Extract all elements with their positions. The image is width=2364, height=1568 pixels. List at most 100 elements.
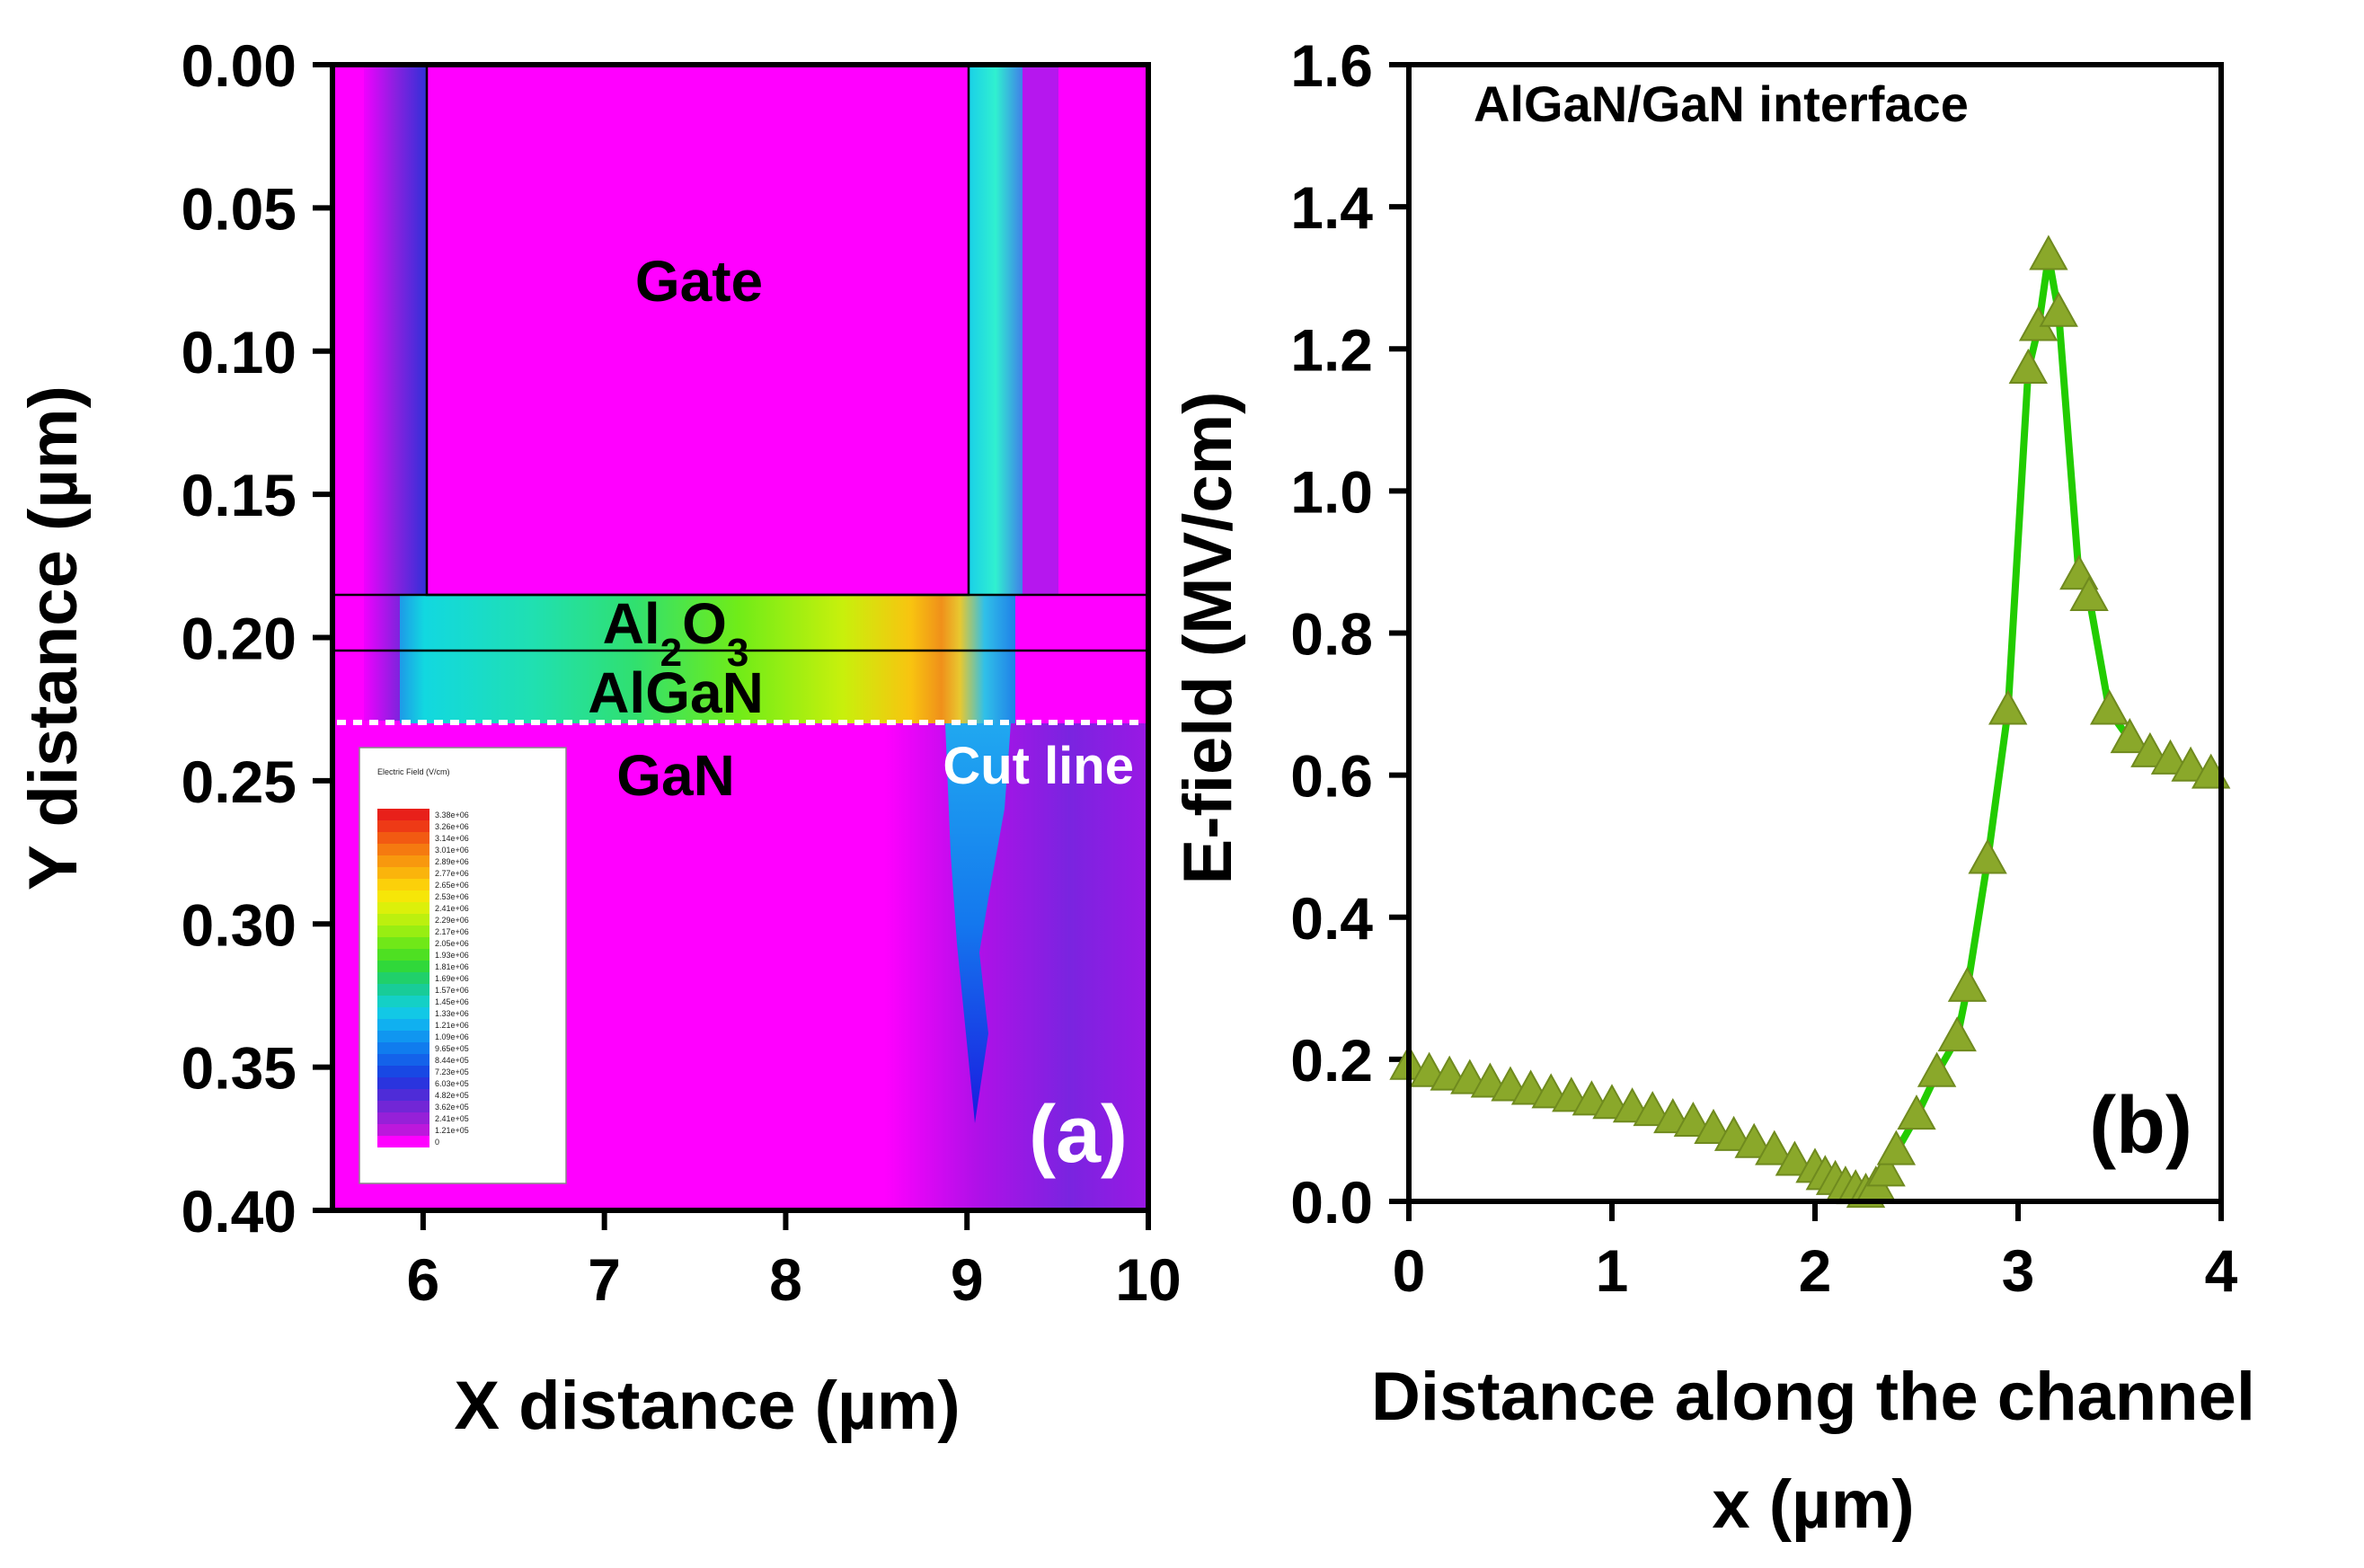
legend-level-label: 3.01e+06 — [435, 846, 469, 855]
legend-swatches: 3.38e+06 3.26e+06 3.14e+06 3.01e+06 2.89e+06… — [377, 809, 469, 1147]
legend-swatch — [377, 1031, 429, 1042]
panel-b-ytick-label: 0.8 — [1290, 601, 1373, 668]
data-point-marker — [2008, 348, 2048, 384]
panel-b-ticks: 0 1 2 3 4 0.0 0.2 0.4 0.6 0.8 1.0 1.2 1.4 1.6 — [1290, 32, 2237, 1304]
panel-a-xlabel: X distance (µm) — [454, 1368, 960, 1444]
colorbar-legend: Electric Field (V/cm) 3.38e+063.26e+063.… — [359, 747, 567, 1184]
panel-b-ytick-label: 1.6 — [1290, 32, 1373, 99]
legend-level-label: 4.82e+05 — [435, 1091, 469, 1100]
panel-b-frame — [1406, 62, 2224, 1204]
panel-a-xtick-label: 7 — [588, 1246, 621, 1313]
legend-swatch — [377, 809, 429, 820]
data-point-marker — [2130, 731, 2170, 767]
legend-level-label: 1.93e+06 — [435, 951, 469, 960]
data-point-marker — [2029, 235, 2068, 270]
drain-edge-band — [969, 65, 1023, 595]
legend-swatch — [377, 1054, 429, 1066]
panel-a-ylabel: Y distance (µm) — [15, 385, 92, 890]
data-point-marker — [1866, 1151, 1906, 1187]
legend-level-label: 1.45e+06 — [435, 997, 469, 1006]
data-point-marker — [1673, 1101, 1713, 1138]
legend-level-label: 0 — [435, 1138, 439, 1147]
legend-swatch — [377, 1019, 429, 1031]
legend-swatch — [377, 902, 429, 914]
panel-a-ytick-label: 0.40 — [182, 1178, 297, 1245]
panel-a-ytick-label: 0.35 — [182, 1035, 297, 1102]
legend-swatch — [377, 820, 429, 832]
data-point-marker — [1694, 1108, 1733, 1144]
legend-level-label: 3.26e+06 — [435, 822, 469, 831]
panel-a-ytick-label: 0.00 — [182, 32, 297, 99]
legend-level-label: 1.33e+06 — [435, 1009, 469, 1018]
panel-b-label: (b) — [2089, 1081, 2192, 1171]
legend-level-label: 3.14e+06 — [435, 834, 469, 843]
panel-a-ytick-label: 0.20 — [182, 606, 297, 672]
legend-swatch — [377, 972, 429, 984]
panel-b-xtick-label: 4 — [2205, 1237, 2238, 1304]
cut-line-label: Cut line — [943, 737, 1134, 795]
panel-a-field-map: Gate Al2O3 AlGaN GaN Cut line (a) Electr… — [15, 32, 1182, 1444]
data-point-marker — [2039, 291, 2078, 327]
gate-label: Gate — [635, 249, 763, 314]
data-point-marker — [1937, 1016, 1977, 1052]
field-plume — [945, 723, 1011, 1123]
panel-b-ytick-label: 0.2 — [1290, 1027, 1373, 1094]
legend-swatch — [377, 1066, 429, 1077]
algan-label: AlGaN — [588, 660, 764, 725]
data-point-marker — [1947, 966, 1988, 1002]
legend-level-label: 1.81e+06 — [435, 962, 469, 971]
data-point-marker — [2090, 689, 2129, 725]
data-point-marker — [2150, 739, 2191, 775]
legend-swatch — [377, 1007, 429, 1019]
panel-a-xtick-label: 10 — [1115, 1246, 1181, 1313]
gan-label: GaN — [616, 743, 735, 808]
legend-level-label: 6.03e+05 — [435, 1079, 469, 1088]
legend-swatch — [377, 832, 429, 844]
panel-a-ytick-label: 0.05 — [182, 175, 297, 242]
legend-swatch — [377, 1124, 429, 1136]
legend-level-label: 1.57e+06 — [435, 986, 469, 995]
legend-level-label: 2.77e+06 — [435, 869, 469, 878]
data-point-marker — [1713, 1115, 1754, 1151]
panel-b-xlabel-line1: Distance along the channel — [1371, 1359, 2255, 1435]
legend-level-label: 9.65e+05 — [435, 1044, 469, 1053]
legend-level-label: 3.62e+05 — [435, 1103, 469, 1112]
data-point-marker — [1755, 1129, 1794, 1165]
legend-level-label: 1.21e+06 — [435, 1021, 469, 1030]
drain-side-field — [885, 723, 1148, 1210]
data-point-marker — [1988, 689, 2028, 725]
panel-b-ylabel: E-field (MV/cm) — [1170, 392, 1246, 885]
legend-level-label: 2.05e+06 — [435, 939, 469, 948]
legend-swatch — [377, 1042, 429, 1054]
legend-level-label: 2.41e+06 — [435, 904, 469, 913]
oxide-algan-layers — [400, 595, 1015, 723]
panel-b-ytick-label: 0.6 — [1290, 743, 1373, 810]
panel-a-xtick-label: 8 — [769, 1246, 802, 1313]
data-point-marker — [1734, 1122, 1774, 1158]
panel-b-ytick-label: 1.0 — [1290, 458, 1373, 525]
panel-a-ytick-label: 0.15 — [182, 462, 297, 528]
panel-a-ytick-label: 0.10 — [182, 319, 297, 385]
legend-swatch — [377, 867, 429, 879]
legend-swatch — [377, 1089, 429, 1101]
legend-swatch — [377, 844, 429, 855]
data-point-marker — [1633, 1091, 1672, 1127]
series-markers — [1389, 235, 2231, 1209]
panel-b-ytick-label: 0.4 — [1290, 885, 1373, 952]
legend-level-label: 2.17e+06 — [435, 927, 469, 936]
panel-b-ytick-label: 1.2 — [1290, 316, 1373, 383]
panel-b-xlabel-line2: x (µm) — [1712, 1466, 1914, 1543]
legend-swatch — [377, 926, 429, 937]
legend-level-label: 2.29e+06 — [435, 916, 469, 925]
legend-level-label: 2.89e+06 — [435, 857, 469, 866]
data-point-marker — [1917, 1051, 1957, 1087]
panel-b-ytick-label: 0.0 — [1290, 1169, 1373, 1236]
legend-swatch — [377, 961, 429, 972]
legend-swatch — [377, 937, 429, 949]
data-point-marker — [1897, 1094, 1936, 1130]
data-point-marker — [1876, 1129, 1917, 1165]
panel-b-xtick-label: 1 — [1596, 1237, 1629, 1304]
legend-swatch — [377, 1112, 429, 1124]
drain-edge-band-outer — [1023, 65, 1058, 595]
